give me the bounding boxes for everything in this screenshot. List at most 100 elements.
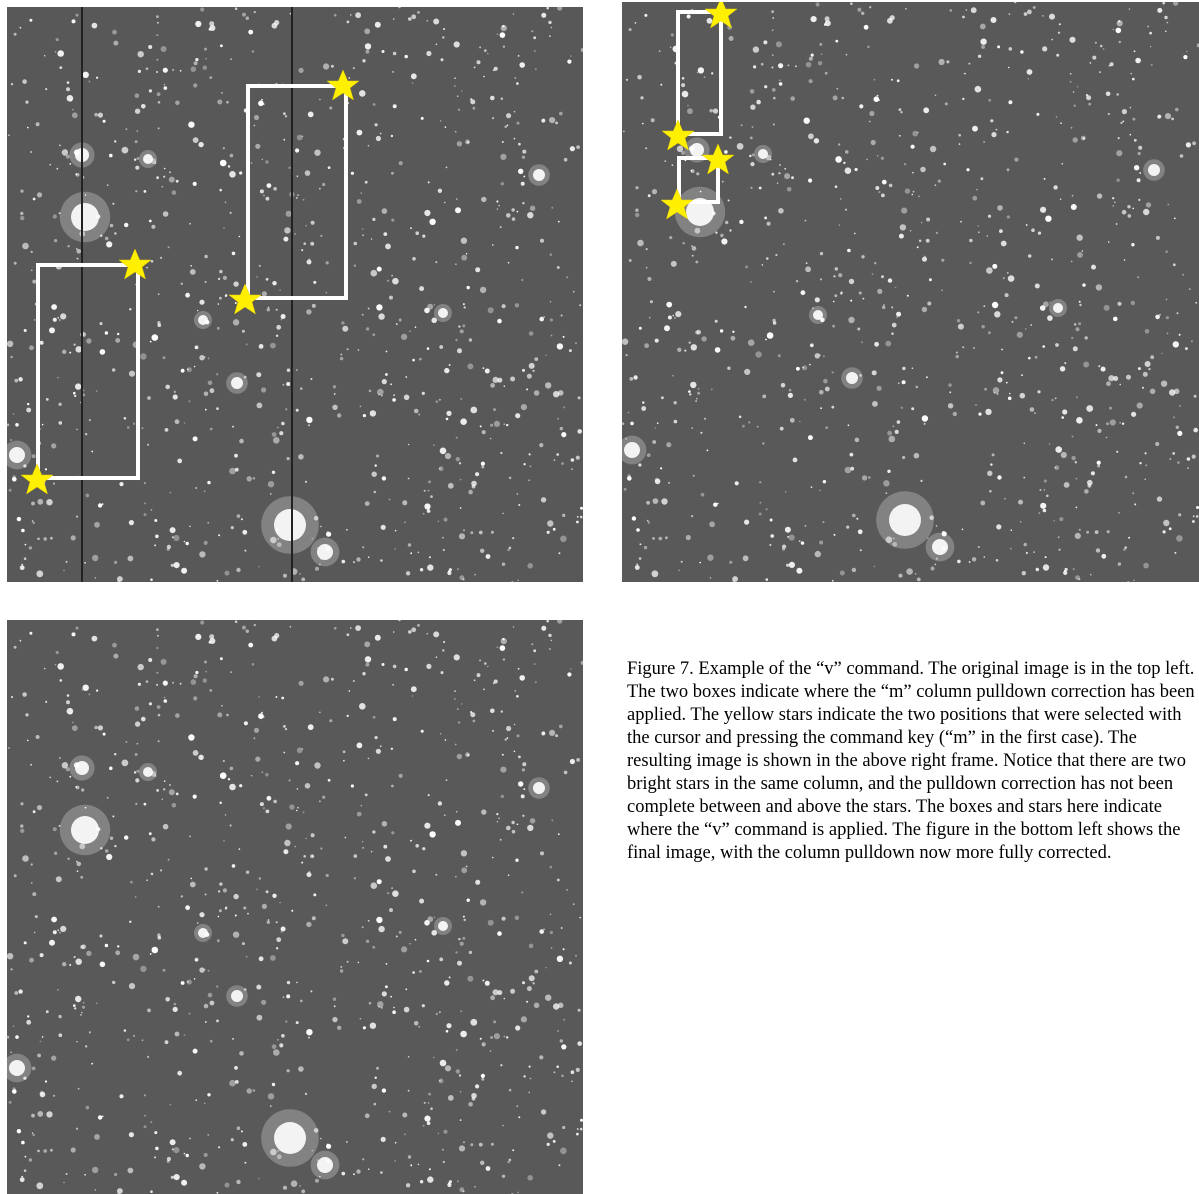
star-point — [753, 46, 759, 52]
star-point — [780, 427, 784, 431]
star-point — [381, 1007, 383, 1009]
star-point — [836, 88, 838, 90]
star-point — [519, 675, 525, 681]
star-point — [493, 682, 495, 684]
star-point — [1143, 209, 1149, 215]
star-point — [922, 257, 927, 262]
star-point — [359, 90, 366, 97]
star-point — [986, 235, 988, 237]
star-point — [470, 99, 475, 104]
star-point — [523, 463, 525, 465]
star-point — [31, 863, 33, 865]
star-point — [319, 188, 321, 190]
star-point — [1020, 521, 1022, 523]
star-point — [285, 408, 287, 410]
star-point — [729, 561, 732, 564]
star-point — [1060, 366, 1065, 371]
star-point — [878, 191, 880, 193]
star-point — [155, 1147, 159, 1151]
star-point — [207, 1093, 210, 1096]
star-point — [323, 676, 329, 682]
star-point — [374, 491, 377, 494]
star-point — [283, 1186, 287, 1190]
star-point — [194, 366, 196, 368]
star-point — [522, 156, 525, 159]
star-point — [642, 401, 644, 403]
star-point — [415, 326, 417, 328]
star-point — [991, 132, 996, 137]
star-point — [368, 308, 370, 310]
star-point — [889, 504, 921, 536]
star-point — [779, 82, 783, 86]
star-point — [988, 331, 991, 334]
star-point — [482, 1042, 486, 1046]
star-point — [765, 339, 767, 341]
star-point — [185, 293, 190, 298]
star-point — [990, 119, 993, 122]
star-point — [971, 7, 977, 13]
star-point — [306, 1029, 312, 1035]
star-point — [808, 178, 812, 182]
star-point — [651, 118, 655, 122]
star-point — [426, 20, 428, 22]
star-point — [110, 837, 113, 840]
star-point — [7, 341, 13, 347]
star-point — [854, 233, 856, 235]
star-point — [560, 536, 567, 543]
star-point — [184, 1034, 186, 1036]
star-point — [563, 948, 565, 950]
star-point — [299, 573, 301, 575]
star-point — [982, 325, 985, 328]
star-point — [216, 373, 218, 375]
star-point — [459, 1187, 464, 1192]
star-point — [921, 222, 923, 224]
star-point — [265, 773, 268, 776]
star-point — [845, 167, 852, 174]
star-point — [573, 291, 575, 293]
star-point — [1117, 20, 1123, 26]
star-point — [1119, 422, 1121, 424]
star-point — [549, 730, 555, 736]
star-point — [1076, 417, 1083, 424]
star-point — [163, 788, 165, 790]
star-point — [10, 1051, 12, 1053]
star-point — [943, 163, 946, 166]
star-point — [490, 1036, 493, 1039]
star-point — [326, 292, 328, 294]
star-point — [263, 807, 265, 809]
star-point — [372, 218, 375, 221]
star-point — [410, 840, 412, 842]
star-point — [1187, 467, 1189, 469]
star-point — [1024, 12, 1028, 16]
star-point — [442, 36, 444, 38]
star-point — [704, 76, 706, 78]
star-point — [518, 169, 523, 174]
star-point — [1132, 118, 1135, 121]
star-point — [1106, 381, 1111, 386]
star-point — [1028, 357, 1031, 360]
star-point — [51, 917, 57, 923]
star-point — [254, 624, 256, 626]
star-point — [204, 867, 207, 870]
star-point — [103, 120, 106, 123]
star-point — [210, 1040, 213, 1043]
star-point — [147, 1056, 149, 1058]
star-point — [135, 778, 139, 782]
star-point — [218, 534, 220, 536]
star-point — [557, 266, 560, 269]
star-point — [197, 310, 199, 312]
star-point — [263, 194, 265, 196]
star-point — [557, 879, 560, 882]
star-point — [217, 327, 220, 330]
star-point — [560, 427, 563, 430]
star-point — [1128, 214, 1132, 218]
star-point — [637, 75, 642, 80]
star-point — [832, 580, 834, 582]
star-point — [914, 453, 920, 459]
star-point — [98, 725, 103, 730]
star-point — [1195, 302, 1197, 304]
star-point — [1146, 202, 1151, 207]
star-point — [438, 801, 442, 805]
star-point — [1096, 548, 1100, 552]
star-point — [652, 189, 657, 194]
